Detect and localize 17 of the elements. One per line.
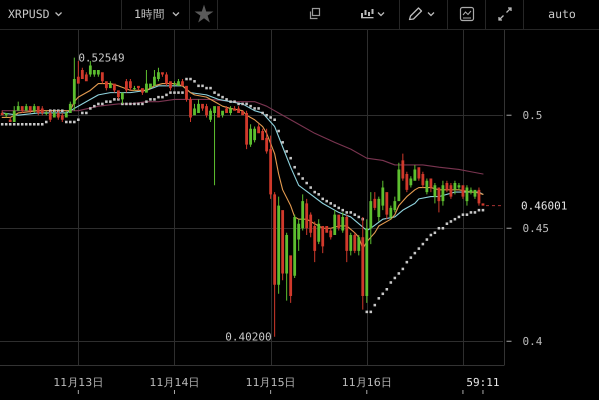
- y-tick-label: 0.45: [522, 222, 549, 235]
- chart-subtitle: 1時間: [134, 7, 165, 21]
- text: 0.46001: [521, 199, 568, 212]
- y-tick-label: 0.4: [522, 334, 543, 348]
- candlestick: [213, 106, 216, 186]
- annotation: 0.52549: [78, 51, 125, 64]
- text: 59:11: [466, 376, 500, 389]
- annotation: 0.40200: [225, 330, 272, 344]
- y-tick-label: 0.5: [522, 108, 542, 122]
- x-tick-label: 11月15日: [246, 376, 296, 389]
- chart-title: XRPUSD: [8, 7, 50, 21]
- x-tick-label: 11月14日: [149, 376, 200, 389]
- candlestick: [173, 81, 176, 86]
- text: auto: [548, 7, 576, 21]
- x-tick-label: 11月13日: [53, 376, 104, 389]
- x-tick-label: 11月16日: [342, 376, 392, 389]
- candlestick: [133, 86, 136, 90]
